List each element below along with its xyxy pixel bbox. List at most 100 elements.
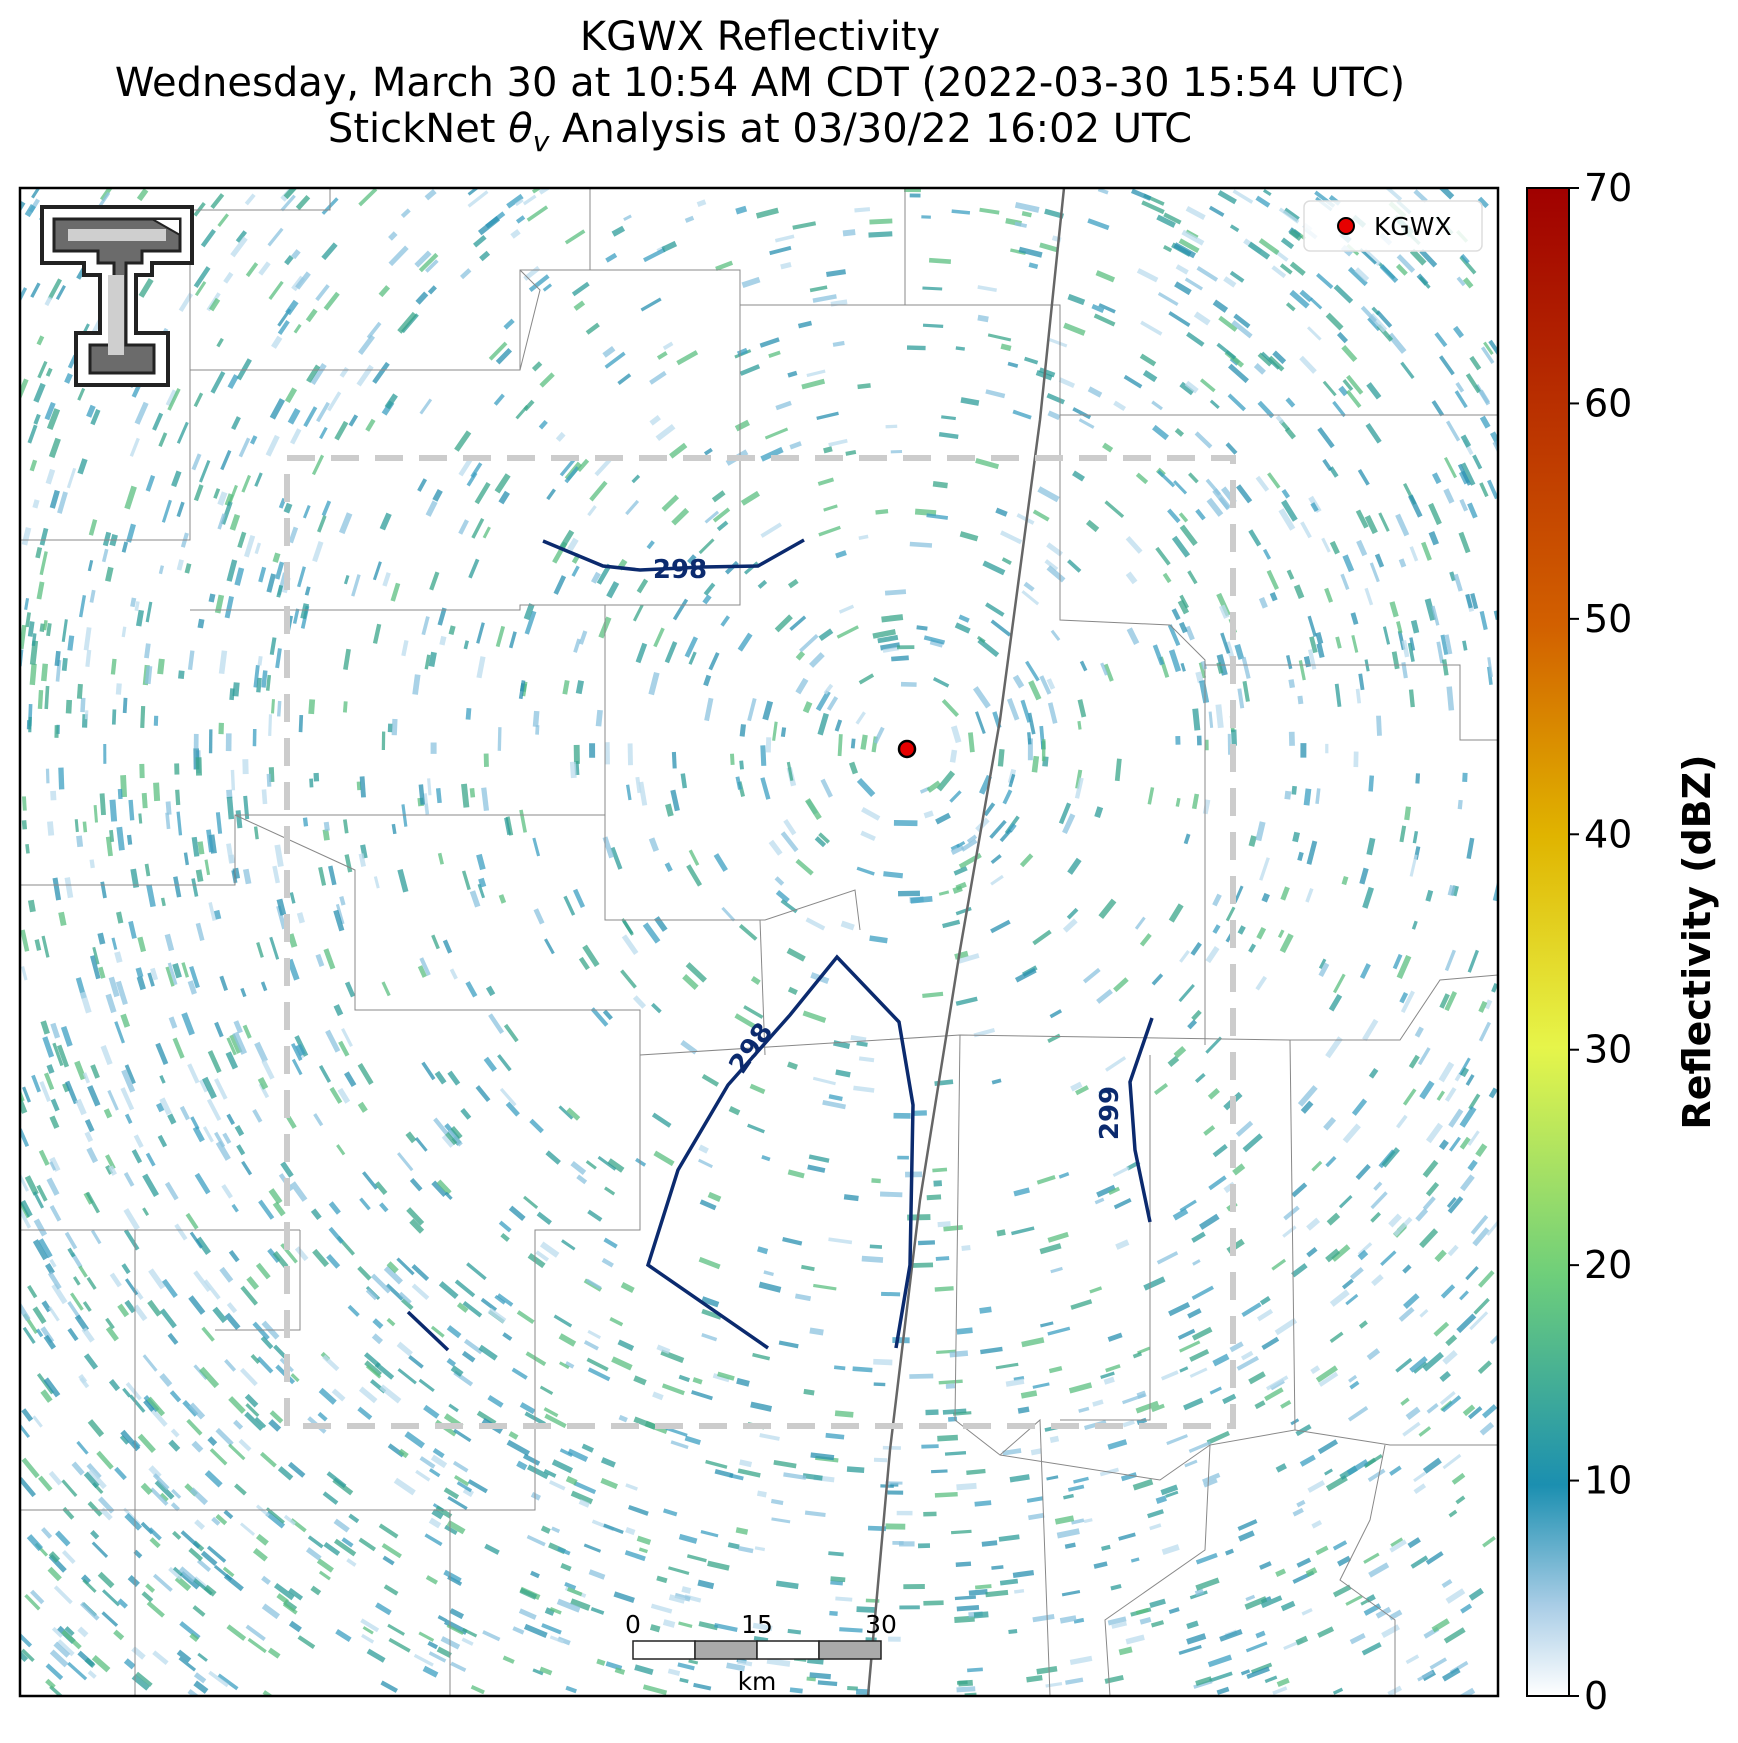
radar-echo-bin [498, 894, 507, 904]
radar-echo-bin [559, 529, 575, 549]
radar-echo-bin [850, 738, 856, 749]
radar-echo-bin [885, 424, 898, 429]
radar-echo-bin [680, 773, 688, 789]
colorbar-tick-label: 30 [1584, 1028, 1632, 1072]
radar-echo-bin [588, 1569, 606, 1580]
radar-echo-bin [225, 733, 232, 752]
radar-echo-bin [569, 761, 577, 779]
radar-echo-bin [806, 1676, 816, 1682]
radar-echo-bin [1149, 1523, 1162, 1531]
radar-echo-bin [1259, 1561, 1272, 1570]
radar-echo-bin [634, 1664, 654, 1676]
radar-echo-bin [462, 1300, 483, 1318]
radar-echo-bin [342, 701, 348, 713]
radar-echo-bin [1379, 264, 1399, 283]
radar-echo-bin [471, 518, 485, 539]
radar-echo-bin [539, 372, 555, 388]
radar-echo-bin [1462, 640, 1468, 651]
radar-echo-bin [70, 1292, 84, 1311]
radar-echo-bin [1275, 1463, 1287, 1473]
radar-echo-bin [1433, 1321, 1450, 1337]
radar-echo-bin [105, 566, 114, 582]
radar-echo-bin [1341, 344, 1358, 363]
radar-echo-bin [1395, 513, 1410, 537]
radar-echo-bin [46, 408, 61, 431]
radar-echo-bin [605, 252, 618, 263]
radar-echo-bin [487, 1307, 507, 1324]
radar-echo-bin [1028, 262, 1039, 270]
radar-echo-bin [1073, 1476, 1089, 1484]
radar-echo-bin [32, 1191, 45, 1209]
radar-echo-bin [1107, 1616, 1127, 1626]
radar-echo-bin [384, 393, 398, 410]
radar-echo-bin [1066, 907, 1079, 920]
radar-echo-bin [1329, 540, 1340, 555]
radar-echo-bin [31, 188, 43, 199]
radar-echo-bin [655, 423, 676, 442]
radar-echo-bin [1151, 1403, 1165, 1413]
radar-echo-bin [1163, 244, 1173, 253]
radar-echo-bin [391, 823, 397, 835]
radar-echo-bin [701, 1074, 720, 1087]
radar-echo-bin [1192, 708, 1201, 731]
radar-echo-bin [453, 1475, 470, 1487]
radar-echo-bin [911, 1110, 927, 1117]
radar-echo-bin [1378, 512, 1390, 532]
radar-echo-bin [1317, 427, 1335, 449]
radar-echo-bin [54, 725, 59, 738]
radar-echo-bin [288, 1620, 302, 1633]
radar-echo-bin [244, 193, 256, 206]
scale-segment-1 [632, 1640, 696, 1660]
radar-echo-bin [885, 1523, 906, 1530]
radar-echo-bin [60, 1025, 73, 1047]
radar-echo-bin [1345, 389, 1362, 409]
radar-echo-bin [49, 1205, 62, 1222]
radar-echo-bin [1178, 1644, 1202, 1655]
radar-echo-bin [142, 1173, 160, 1198]
radar-echo-bin [222, 1132, 232, 1145]
radar-echo-bin [77, 1626, 89, 1638]
radar-echo-bin [1255, 195, 1271, 208]
radar-echo-bin [89, 589, 96, 603]
radar-echo-bin [585, 322, 600, 335]
radar-echo-bin [1075, 769, 1083, 789]
radar-echo-bin [567, 1448, 589, 1463]
radar-echo-bin [1425, 1181, 1440, 1197]
radar-site-marker[interactable] [897, 739, 917, 759]
radar-echo-bin [430, 1325, 445, 1338]
radar-echo-bin [1125, 571, 1138, 585]
radar-echo-bin [714, 1469, 734, 1478]
radar-echo-bin [47, 1566, 62, 1582]
radar-echo-bin [750, 1401, 773, 1412]
radar-echo-bin [1140, 320, 1163, 336]
radar-echo-bin [431, 934, 440, 950]
radar-echo-bin [526, 1534, 546, 1547]
radar-echo-bin [1125, 535, 1143, 554]
radar-echo-bin [926, 780, 942, 793]
radar-echo-bin [1380, 1250, 1397, 1267]
radar-echo-bin [108, 976, 120, 998]
radar-echo-bin [46, 1177, 60, 1196]
radar-echo-bin [276, 700, 282, 717]
radar-echo-bin [532, 837, 541, 857]
radar-echo-bin [923, 1511, 937, 1517]
radar-echo-bin [1374, 553, 1385, 568]
radar-echo-bin [954, 1595, 976, 1601]
radar-echo-bin [1189, 1348, 1210, 1362]
radar-echo-bin [708, 652, 720, 671]
radar-echo-bin [845, 449, 857, 456]
radar-echo-bin [1242, 680, 1250, 702]
radar-echo-bin [1220, 632, 1231, 654]
radar-echo-bin [239, 1367, 258, 1387]
radar-echo-bin [418, 1378, 435, 1393]
radar-echo-bin [406, 1207, 425, 1226]
radar-echo-bin [1409, 1356, 1428, 1373]
radar-echo-bin [1351, 1098, 1368, 1116]
radar-echo-bin [925, 1409, 939, 1416]
radar-echo-bin [1434, 1249, 1447, 1263]
radar-echo-bin [1311, 1160, 1323, 1172]
radar-echo-bin [280, 194, 296, 212]
radar-echo-bin [85, 1191, 100, 1214]
radar-echo-bin [850, 1035, 867, 1043]
radar-echo-bin [291, 249, 301, 260]
